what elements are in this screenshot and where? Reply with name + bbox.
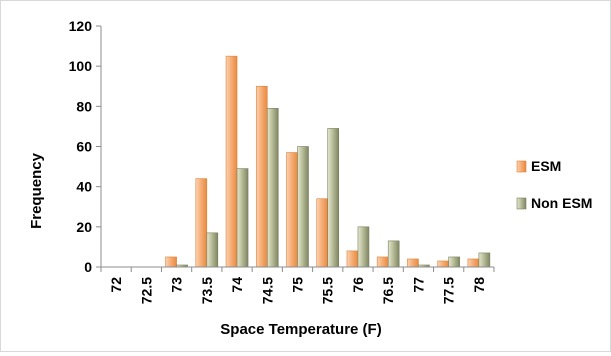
bar-esm xyxy=(376,256,389,268)
bar-non-esm xyxy=(266,108,279,268)
bar-non-esm xyxy=(448,256,460,268)
y-ticks: 0 20 40 60 80 100 120 xyxy=(69,18,101,275)
chart: 0 20 40 60 80 100 120 72 72.5 73 73.5 74 74.5 75 75.5… xyxy=(28,18,592,338)
x-tick-label: 72.5 xyxy=(138,277,154,304)
bar-non-esm xyxy=(236,168,249,268)
bar-esm xyxy=(225,55,238,268)
y-tick-label: 60 xyxy=(76,139,92,155)
x-tick-label: 78 xyxy=(471,277,487,293)
y-tick-label: 40 xyxy=(76,179,92,195)
x-tick-label: 72 xyxy=(108,277,124,293)
y-tick-label: 100 xyxy=(69,58,93,74)
y-tick-label: 80 xyxy=(76,98,92,114)
x-ticks: 72 72.5 73 73.5 74 74.5 75 75.5 76 76.5 77 77.5 78 xyxy=(100,267,495,304)
bar-esm xyxy=(437,260,449,268)
x-tick-label: 76 xyxy=(350,277,366,293)
bar-non-esm xyxy=(206,232,219,268)
bar-esm xyxy=(195,178,208,268)
legend-swatch-non-esm xyxy=(516,197,527,210)
x-axis-label: Space Temperature (F) xyxy=(220,321,381,338)
bar-esm xyxy=(467,258,480,268)
legend-label-non-esm: Non ESM xyxy=(531,195,592,211)
x-tick-label: 75 xyxy=(290,277,306,293)
legend: ESM Non ESM xyxy=(516,158,592,211)
bar-non-esm xyxy=(478,252,491,268)
bar-esm xyxy=(316,198,329,268)
bar-non-esm xyxy=(387,240,400,268)
legend-label-esm: ESM xyxy=(531,158,561,174)
x-tick-label: 74 xyxy=(229,277,245,293)
x-tick-label: 75.5 xyxy=(320,277,336,304)
legend-swatch-esm xyxy=(516,160,527,173)
y-tick-label: 120 xyxy=(69,18,93,34)
x-tick-label: 77 xyxy=(410,277,426,293)
bar-esm xyxy=(346,250,359,268)
bar-non-esm xyxy=(357,226,370,268)
bar-non-esm xyxy=(327,128,340,268)
bar-esm xyxy=(407,258,419,268)
y-tick-label: 20 xyxy=(76,219,92,235)
x-tick-label: 73 xyxy=(169,277,185,293)
y-axis-label: Frequency xyxy=(28,152,45,229)
bar-non-esm xyxy=(297,146,309,268)
bar-esm xyxy=(255,85,268,268)
x-tick-label: 77.5 xyxy=(441,277,457,304)
y-tick-label: 0 xyxy=(84,259,92,275)
plot-area xyxy=(165,55,491,268)
x-tick-label: 73.5 xyxy=(199,277,215,304)
bar-esm xyxy=(165,256,177,268)
bar-esm xyxy=(286,152,298,268)
x-tick-label: 76.5 xyxy=(380,277,396,304)
x-tick-label: 74.5 xyxy=(259,277,275,304)
